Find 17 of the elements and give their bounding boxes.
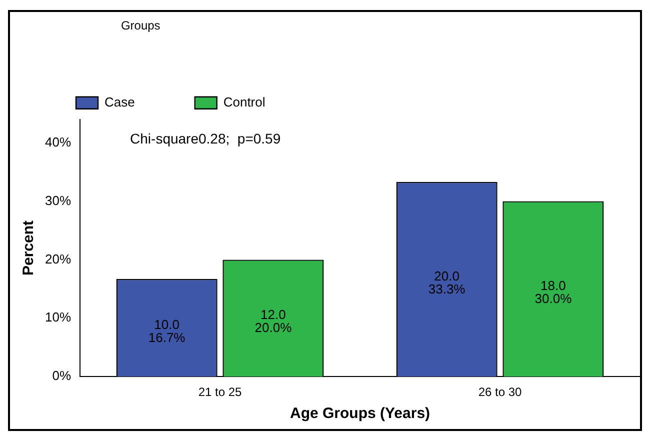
x-axis-title: Age Groups (Years) <box>290 405 430 422</box>
legend-label: Control <box>223 94 266 110</box>
legend-label: Case <box>104 94 135 110</box>
y-axis-title: Percent <box>20 220 38 276</box>
annotation: Chi-square0.28; p=0.59 <box>130 130 281 146</box>
data-label: 12.0 20.0% <box>254 307 292 336</box>
y-tick-label: 30% <box>44 192 72 208</box>
x-tick-label: 21 to 25 <box>198 385 242 400</box>
y-tick-label: 20% <box>44 251 72 266</box>
y-tick-label: 10% <box>44 310 72 325</box>
data-label: 18.0 30.0% <box>534 278 572 306</box>
y-tick-label: 0% <box>52 368 72 384</box>
x-tick-label: 26 to 30 <box>478 385 522 400</box>
data-label: 10.0 16.7% <box>148 316 186 345</box>
y-tick-label: 40% <box>44 134 72 150</box>
legend-title: Groups <box>120 18 160 32</box>
data-label: 20.0 33.3% <box>428 268 466 296</box>
